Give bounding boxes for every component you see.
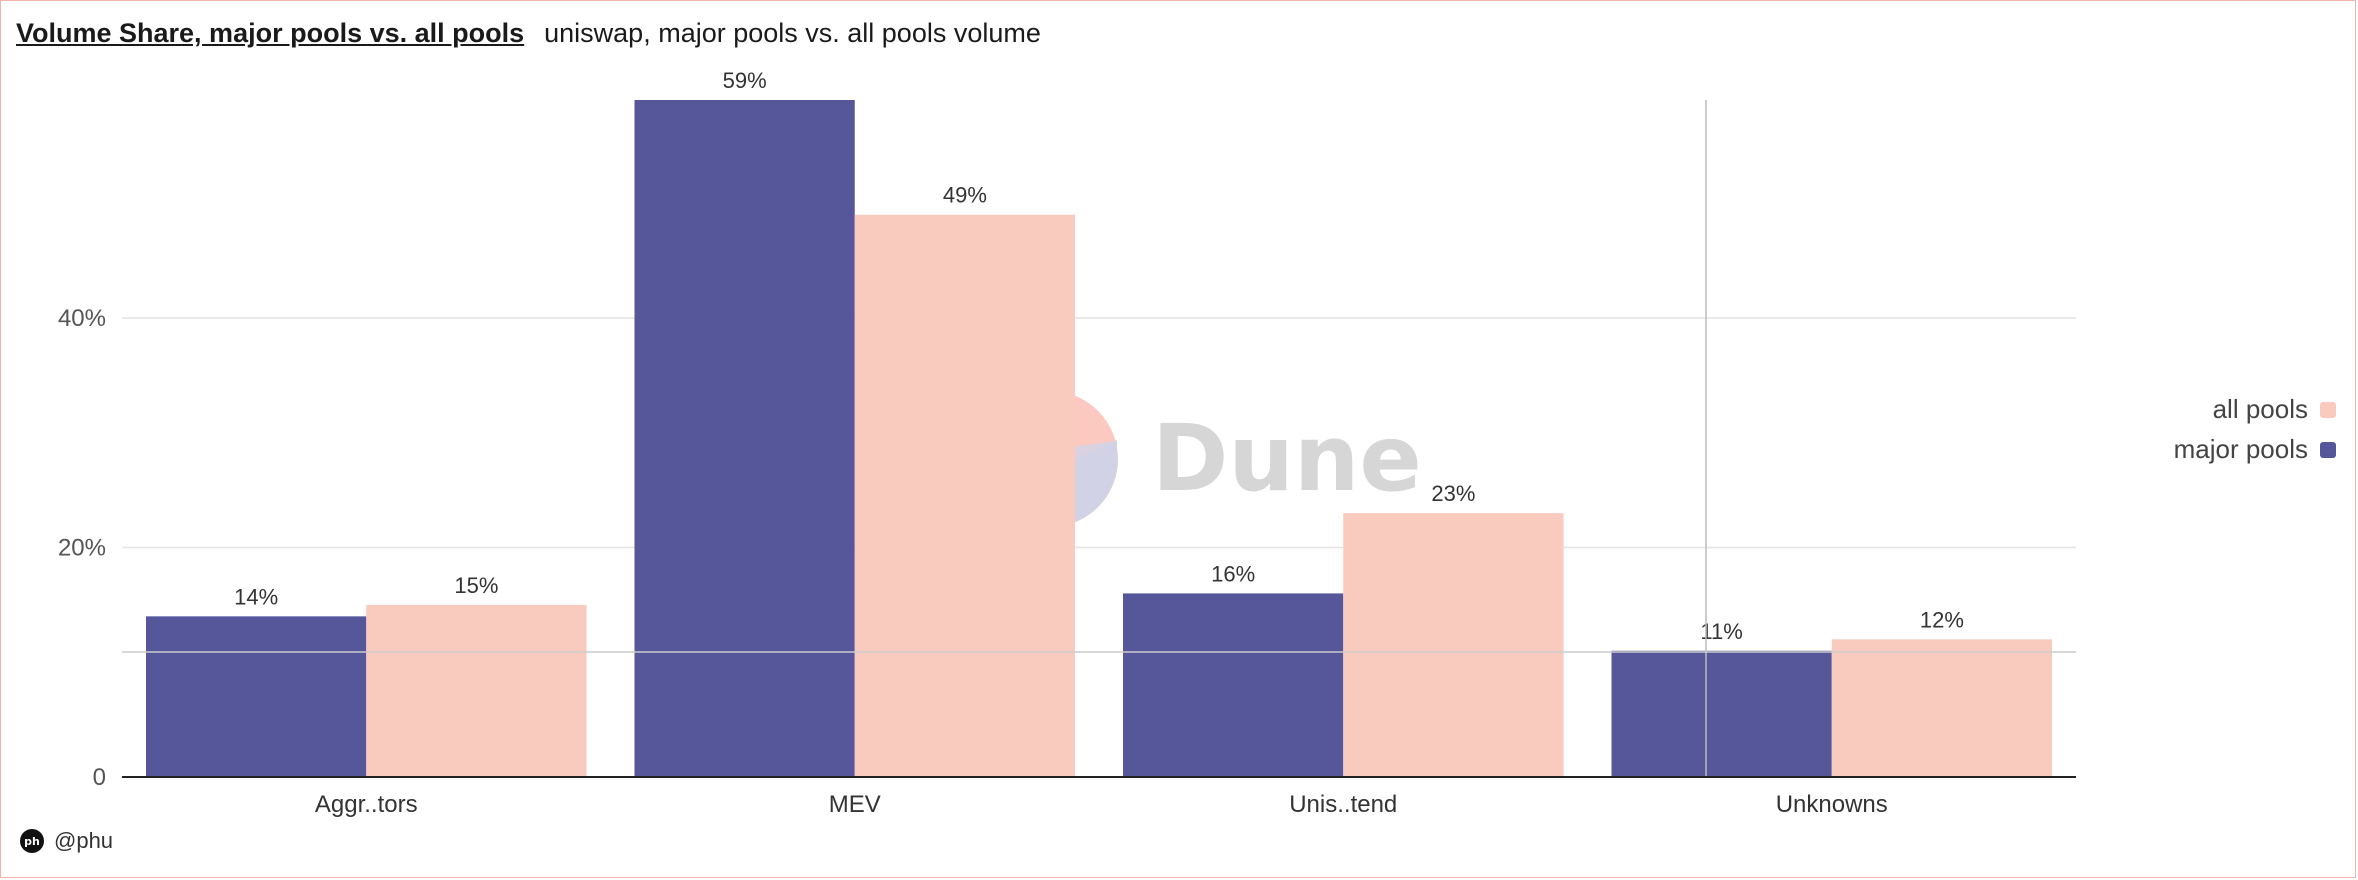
y-tick-label: 0: [93, 764, 106, 791]
bar-all-pools-3: [1831, 639, 2052, 777]
legend-swatch: [2320, 442, 2336, 458]
x-tick-label: Aggr..tors: [315, 791, 418, 818]
author-name[interactable]: @phu: [54, 828, 114, 853]
chart-header: Volume Share, major pools vs. all pools u…: [16, 18, 1041, 49]
data-label: 12%: [1920, 607, 1964, 632]
data-labels-layer: 14% 15% 59% 49% 16% 23% 11% 12%: [234, 68, 1964, 644]
data-label: 15%: [454, 573, 498, 598]
bar-major-pools-2: [1123, 593, 1344, 777]
legend-label: all pools: [2213, 394, 2308, 424]
x-axis-ticks: Aggr..tors MEV Unis..tend Unknowns: [315, 791, 1888, 818]
bar-all-pools-2: [1343, 513, 1564, 777]
data-label: 59%: [723, 68, 767, 93]
chart-subtitle: uniswap, major pools vs. all pools volum…: [544, 18, 1041, 48]
attribution: ph @phu: [20, 828, 113, 854]
data-label: 16%: [1211, 561, 1255, 586]
y-axis-ticks: 0 20% 40%: [58, 305, 106, 791]
legend[interactable]: all pools major pools: [2174, 394, 2336, 464]
avatar: ph: [20, 829, 44, 853]
y-tick-label: 40%: [58, 305, 106, 332]
bar-major-pools-1: [634, 100, 855, 777]
bar-all-pools-0: [366, 604, 587, 777]
bars-layer: [146, 100, 2052, 778]
y-tick-label: 20%: [58, 535, 106, 562]
grid-layer: [122, 317, 2076, 549]
bar-major-pools-3: [1611, 650, 1832, 777]
bar-all-pools-1: [854, 214, 1075, 778]
data-label: 23%: [1431, 481, 1475, 506]
watermark-text: Dune: [1152, 405, 1422, 512]
bar-major-pools-0: [146, 616, 367, 777]
legend-item-all-pools[interactable]: all pools: [2213, 394, 2336, 424]
legend-label: major pools: [2174, 434, 2308, 464]
legend-swatch: [2320, 402, 2336, 418]
chart-title[interactable]: Volume Share, major pools vs. all pools: [16, 18, 525, 48]
x-tick-label: Unknowns: [1776, 791, 1888, 818]
data-label: 49%: [943, 183, 987, 208]
x-tick-label: Unis..tend: [1289, 791, 1397, 818]
x-tick-label: MEV: [829, 791, 881, 818]
data-label: 11%: [1700, 619, 1742, 644]
data-label: 14%: [234, 584, 278, 609]
legend-item-major-pools[interactable]: major pools: [2174, 434, 2336, 464]
